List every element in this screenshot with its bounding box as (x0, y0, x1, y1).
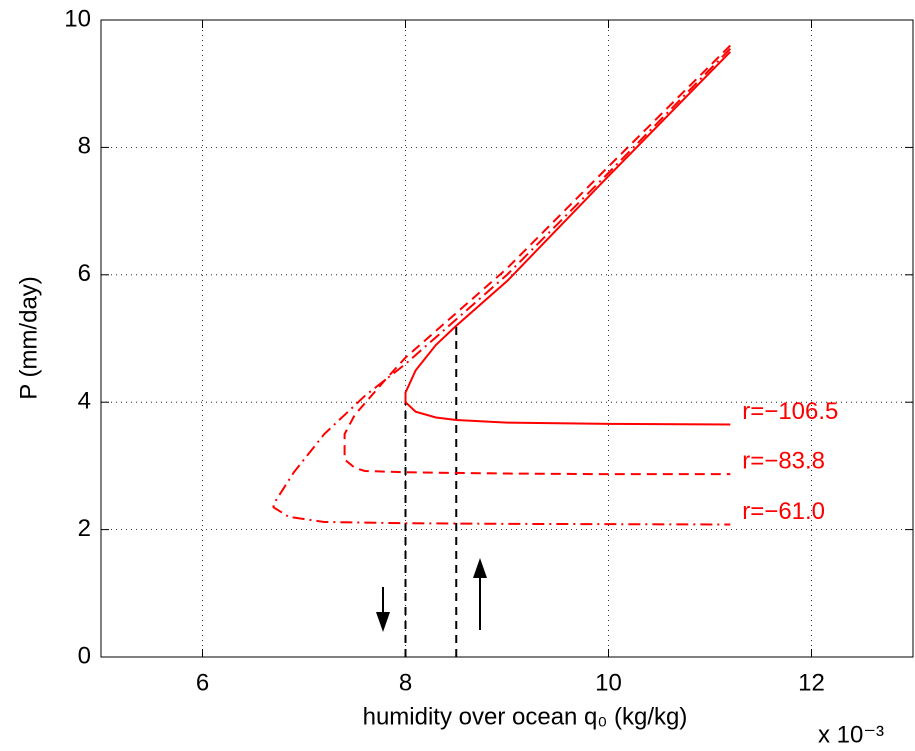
line-series (343, 44, 732, 476)
arrow-head (473, 558, 487, 578)
x-axis-label: humidity over ocean q₀ (kg/kg) (363, 703, 688, 730)
x-tick-label: 12 (798, 669, 825, 696)
y-tick-label: 6 (78, 260, 91, 287)
y-tick-label: 4 (78, 388, 91, 415)
line-series (272, 47, 732, 526)
y-tick-label: 10 (64, 5, 91, 32)
line-series (404, 51, 732, 426)
y-tick-label: 2 (78, 515, 91, 542)
series-label: r=−83.8 (742, 448, 825, 475)
arrows (376, 558, 487, 632)
series-label: r=−61.0 (742, 498, 825, 525)
x-tick-label: 6 (196, 669, 209, 696)
x-multiplier: x 10⁻³ (818, 721, 884, 748)
arrow-head (376, 612, 390, 632)
series-label: r=−106.5 (742, 398, 838, 425)
x-tick-label: 8 (399, 669, 412, 696)
y-tick-label: 8 (78, 133, 91, 160)
y-axis-label: P (mm/day) (15, 276, 42, 400)
plot-frame (100, 19, 914, 658)
x-tick-label: 10 (595, 669, 622, 696)
y-tick-label: 0 (78, 642, 91, 669)
